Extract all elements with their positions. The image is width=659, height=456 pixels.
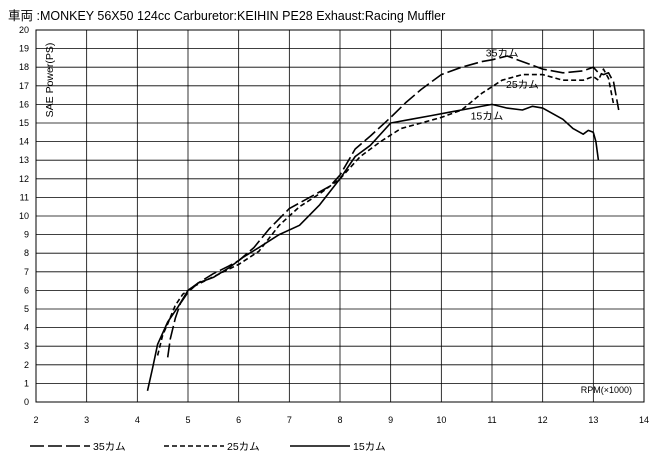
x-tick-label: 6 xyxy=(236,415,241,425)
series-labels: 35カム 25カム 15カム xyxy=(471,47,539,122)
series-line-2 xyxy=(156,68,615,356)
series-label-1: 35カム xyxy=(486,47,519,59)
x-tick-label: 13 xyxy=(588,415,598,425)
y-tick-label: 1 xyxy=(24,378,29,388)
y-tick-label: 10 xyxy=(19,211,29,221)
x-tick-label: 12 xyxy=(538,415,548,425)
y-tick-label: 9 xyxy=(24,230,29,240)
series-lines xyxy=(146,55,620,391)
x-tick-label: 9 xyxy=(388,415,393,425)
y-tick-label: 17 xyxy=(19,81,29,91)
y-tick-label: 15 xyxy=(19,118,29,128)
x-tick-label: 4 xyxy=(135,415,140,425)
y-tick-label: 6 xyxy=(24,285,29,295)
legend-label-2: 25カム xyxy=(227,441,260,453)
series-line-1 xyxy=(166,55,620,358)
chart-title: 車両 :MONKEY 56X50 124cc Carburetor:KEIHIN… xyxy=(8,9,446,23)
plot-frame xyxy=(35,29,645,403)
y-tick-label: 14 xyxy=(19,137,29,147)
y-tick-label: 12 xyxy=(19,174,29,184)
x-tick-label: 2 xyxy=(33,415,38,425)
x-tick-label: 11 xyxy=(487,415,496,425)
y-tick-label: 4 xyxy=(24,323,29,333)
y-axis-label: SAE Power(PS) xyxy=(44,43,56,118)
y-tick-label: 13 xyxy=(19,155,29,165)
grid-lines xyxy=(35,29,645,403)
legend-label-1: 35カム xyxy=(93,441,126,453)
legend-label-3: 15カム xyxy=(353,441,386,453)
x-tick-label: 8 xyxy=(337,415,342,425)
x-tick-label: 5 xyxy=(185,415,190,425)
x-tick-label: 3 xyxy=(84,415,89,425)
y-tick-label: 19 xyxy=(19,44,29,54)
y-tick-label: 20 xyxy=(19,25,29,35)
x-tick-label: 10 xyxy=(436,415,446,425)
x-axis-label: RPM(×1000) xyxy=(581,385,632,395)
legend: 35カム 25カム 15カム xyxy=(30,441,386,453)
y-tick-label: 16 xyxy=(19,99,29,109)
y-tick-label: 5 xyxy=(24,304,29,314)
series-label-2: 25カム xyxy=(506,79,539,91)
x-tick-labels: 2 3 4 5 6 7 8 9 10 11 12 13 14 xyxy=(33,415,649,425)
x-tick-label: 7 xyxy=(287,415,292,425)
x-tick-label: 14 xyxy=(639,415,649,425)
y-tick-label: 8 xyxy=(24,248,29,258)
y-tick-label: 0 xyxy=(24,397,29,407)
y-tick-label: 3 xyxy=(24,341,29,351)
series-label-3: 15カム xyxy=(471,111,504,123)
y-tick-label: 18 xyxy=(19,62,29,72)
y-tick-label: 11 xyxy=(20,192,29,202)
y-tick-label: 7 xyxy=(24,267,29,277)
series-line-3 xyxy=(146,103,600,391)
y-tick-label: 2 xyxy=(24,360,29,370)
